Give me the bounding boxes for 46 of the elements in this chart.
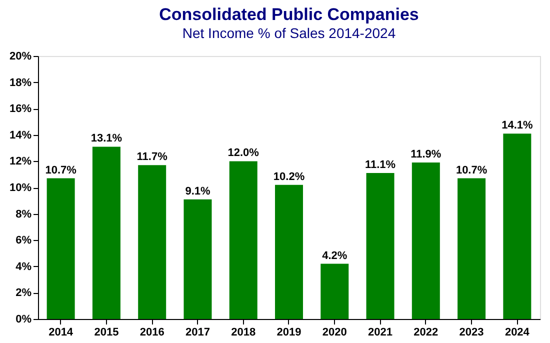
y-tick-label: 4% xyxy=(16,260,32,273)
data-label: 14.1% xyxy=(502,120,533,132)
y-tick-label: 12% xyxy=(9,156,32,168)
bar xyxy=(184,199,212,319)
x-tick-label: 2016 xyxy=(140,326,164,338)
y-tick-label: 16% xyxy=(9,103,32,116)
bar xyxy=(275,184,303,319)
y-tick-label: 8% xyxy=(16,208,32,220)
x-tick-label: 2015 xyxy=(94,326,119,338)
data-label: 10.7% xyxy=(456,164,488,176)
x-tick-label: 2022 xyxy=(414,326,438,338)
bar xyxy=(320,264,349,319)
bar xyxy=(412,162,440,319)
chart-title: Consolidated Public Companies xyxy=(159,5,419,24)
chart-subtitle: Net Income % of Sales 2014-2024 xyxy=(182,25,396,41)
data-label: 11.9% xyxy=(410,148,442,161)
x-tick-label: 2018 xyxy=(231,326,256,338)
bar xyxy=(92,146,120,319)
x-tick-label: 2021 xyxy=(368,326,393,338)
x-tick-label: 2024 xyxy=(504,326,530,338)
data-label: 10.2% xyxy=(273,170,305,183)
data-label: 4.2% xyxy=(322,250,348,262)
y-tick-label: 2% xyxy=(16,287,32,300)
x-tick-label: 2019 xyxy=(276,326,302,338)
x-tick-label: 2014 xyxy=(48,326,74,338)
y-tick-label: 20% xyxy=(9,50,32,62)
data-label: 9.1% xyxy=(185,185,210,198)
y-tick-label: 6% xyxy=(16,234,32,247)
x-tick-label: 2017 xyxy=(185,326,210,338)
bar xyxy=(503,134,532,319)
data-label: 10.7% xyxy=(45,164,77,176)
bar xyxy=(46,178,75,319)
bar xyxy=(229,161,258,319)
data-label: 13.1% xyxy=(90,132,122,145)
bar xyxy=(366,173,394,319)
y-tick-label: 14% xyxy=(9,129,32,142)
data-label: 11.7% xyxy=(136,151,168,164)
data-label: 12.0% xyxy=(228,147,260,160)
y-tick-label: 10% xyxy=(9,182,32,194)
y-tick-label: 18% xyxy=(9,76,32,89)
y-tick-label: 0% xyxy=(16,314,32,326)
data-label: 11.1% xyxy=(364,159,396,172)
bar xyxy=(458,178,486,319)
x-tick-label: 2020 xyxy=(322,326,347,338)
bar xyxy=(138,165,166,319)
x-tick-label: 2023 xyxy=(459,326,484,338)
